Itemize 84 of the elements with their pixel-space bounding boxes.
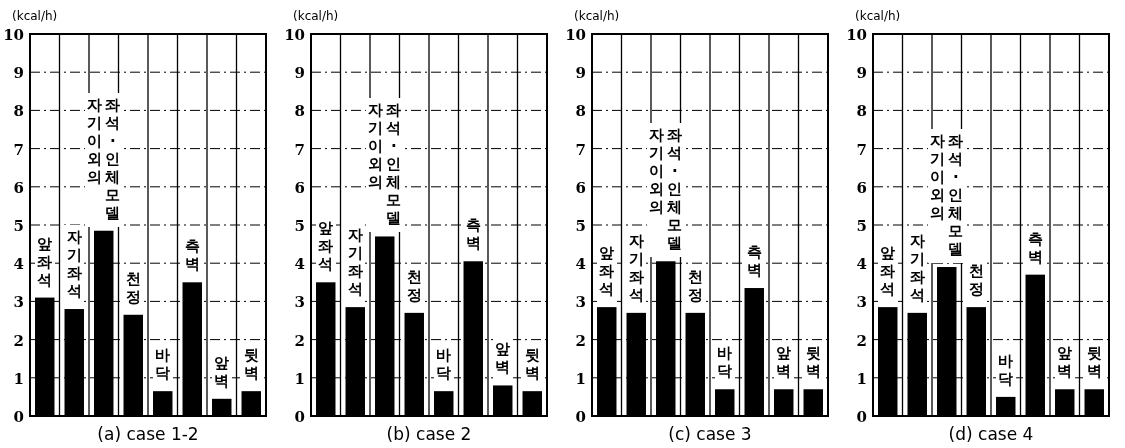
x-tick-label: 앞좌석: [598, 243, 615, 301]
y-tick-label: 2: [856, 331, 867, 350]
y-tick-label: 3: [294, 293, 305, 312]
x-tick-label: 천정: [406, 266, 423, 306]
y-tick-label: 6: [575, 178, 586, 197]
y-tick-label: 3: [575, 293, 586, 312]
y-axis-title: (kcal/h): [12, 9, 58, 23]
text: (d) case 4: [948, 424, 1034, 444]
x-tick-label: 뒷벽: [805, 343, 822, 383]
y-tick-label: 8: [575, 102, 586, 121]
x-tick-label: 바닥: [154, 345, 171, 385]
y-tick-label: 5: [13, 217, 24, 235]
y-tick-label: 4: [856, 255, 867, 274]
y-tick-label: 7: [13, 140, 24, 159]
y-axis-title: (kcal/h): [293, 9, 339, 23]
y-tick-label: 7: [575, 140, 586, 159]
y-tick-label: 6: [294, 178, 305, 197]
y-tick-label: 1: [13, 369, 24, 388]
x-tick-label: 바닥: [716, 343, 733, 383]
y-tick-label: 10: [565, 26, 586, 44]
text: (a) case 1-2: [97, 424, 199, 444]
text: (c) case 3: [668, 424, 752, 444]
y-tick-label: 8: [294, 102, 305, 121]
x-tick-label: 앞좌석: [879, 243, 896, 301]
x-tick-label: 앞벽: [213, 352, 230, 392]
x-tick-label: 앞벽: [775, 343, 792, 383]
y-tick-label: 5: [856, 217, 867, 235]
y-tick-label: 6: [856, 178, 867, 197]
x-tick-label: 뒷벽: [1086, 343, 1103, 383]
category-label: 자기이외의 좌석·인체모델: [87, 95, 121, 222]
y-tick-label: 4: [575, 255, 586, 274]
y-tick-label: 2: [575, 331, 586, 350]
x-tick-label: 측벽: [1027, 228, 1044, 268]
x-tick-label: 자기좌석: [909, 230, 926, 306]
x-tick-label: 천정: [125, 268, 142, 308]
category-label: 자기이외의 좌석·인체모델: [368, 101, 402, 228]
x-tick-label: 천정: [968, 261, 985, 301]
x-tick-label: 천정: [687, 266, 704, 306]
x-tick-label: 자기좌석: [628, 230, 645, 306]
y-tick-label: 1: [294, 369, 305, 388]
y-tick-label: 0: [13, 408, 24, 426]
y-tick-label: 2: [13, 331, 24, 350]
y-tick-label: 3: [856, 293, 867, 312]
x-tick-label: 앞벽: [494, 339, 511, 379]
x-tick-label: 측벽: [746, 242, 763, 282]
y-tick-label: 9: [856, 64, 867, 83]
x-tick-label: 뒷벽: [524, 345, 541, 385]
y-tick-label: 4: [294, 255, 305, 274]
y-tick-label: 0: [856, 408, 867, 426]
category-label: 자기이외의 좌석·인체모델: [930, 132, 964, 259]
x-tick-label: 바닥: [435, 345, 452, 385]
y-tick-label: 10: [284, 26, 305, 44]
y-tick-label: 8: [13, 102, 24, 121]
y-tick-label: 9: [294, 64, 305, 83]
category-label: 자기이외의 좌석·인체모델: [649, 126, 683, 253]
y-tick-label: 3: [13, 293, 24, 312]
x-tick-label: 앞좌석: [317, 218, 334, 276]
text: (b) case 2: [386, 424, 472, 444]
x-tick-label: 뒷벽: [243, 345, 260, 385]
y-tick-label: 10: [3, 26, 24, 44]
y-tick-label: 8: [856, 102, 867, 121]
y-tick-label: 5: [294, 217, 305, 235]
y-tick-label: 7: [856, 140, 867, 159]
y-tick-label: 2: [294, 331, 305, 350]
x-tick-label: 앞좌석: [36, 233, 53, 291]
y-tick-label: 0: [294, 408, 305, 426]
y-tick-label: 9: [575, 64, 586, 83]
x-tick-label: 측벽: [184, 236, 201, 276]
y-tick-label: 5: [575, 217, 586, 235]
x-tick-label: 자기좌석: [66, 227, 83, 303]
y-tick-label: 7: [294, 140, 305, 159]
x-tick-label: 앞벽: [1056, 343, 1073, 383]
y-tick-label: 6: [13, 178, 24, 197]
y-axis-title: (kcal/h): [855, 9, 901, 23]
x-tick-label: 바닥: [997, 350, 1014, 390]
y-axis-title: (kcal/h): [574, 9, 620, 23]
y-tick-label: 1: [856, 369, 867, 388]
x-tick-label: 측벽: [465, 215, 482, 255]
y-tick-label: 4: [13, 255, 24, 274]
y-tick-label: 0: [575, 408, 586, 426]
x-tick-label: 자기좌석: [347, 225, 364, 301]
y-tick-label: 10: [846, 26, 867, 44]
y-tick-label: 9: [13, 64, 24, 83]
y-tick-label: 1: [575, 369, 586, 388]
